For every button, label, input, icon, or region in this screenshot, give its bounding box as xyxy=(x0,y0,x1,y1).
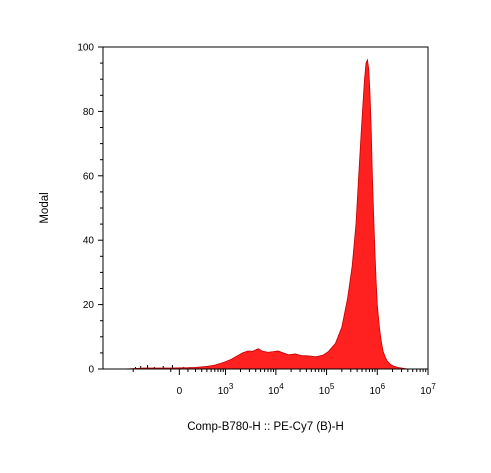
x-axis-title: Comp-B780-H :: PE-Cy7 (B)-H xyxy=(187,421,344,433)
y-tick-label: 100 xyxy=(77,43,94,54)
y-tick-label: 80 xyxy=(83,107,95,118)
x-tick-label: 0 xyxy=(177,386,183,397)
y-axis: 0 20 40 60 80 100 xyxy=(77,43,103,376)
y-tick-label: 20 xyxy=(83,300,95,311)
histogram-area xyxy=(124,58,408,370)
y-axis-title: Modal xyxy=(39,192,51,223)
y-tick-label: 60 xyxy=(83,171,95,182)
y-tick-label: 0 xyxy=(88,365,94,376)
y-tick-label: 40 xyxy=(83,236,95,247)
